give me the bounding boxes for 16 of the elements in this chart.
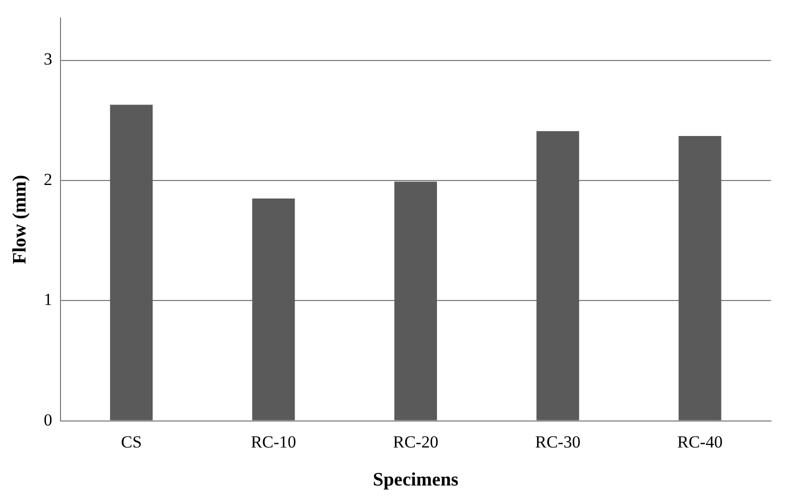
x-tick-label: RC-30 (535, 432, 580, 452)
y-tick-label: 3 (44, 50, 52, 69)
x-tick-label: CS (120, 432, 142, 452)
x-axis-title: Specimens (372, 470, 458, 491)
x-tick-label: RC-40 (677, 432, 723, 452)
bar (536, 131, 580, 420)
bar (252, 198, 295, 420)
x-tick-label: RC-10 (250, 432, 296, 452)
y-tick-label: 0 (44, 410, 52, 430)
bar (110, 104, 153, 420)
y-tick-label: 2 (44, 170, 52, 189)
x-tick-label: RC-20 (392, 432, 438, 452)
y-tick-label: 1 (44, 290, 52, 310)
bar (678, 136, 722, 420)
y-axis-title: Flow (mm) (9, 174, 30, 264)
bar (394, 182, 437, 420)
